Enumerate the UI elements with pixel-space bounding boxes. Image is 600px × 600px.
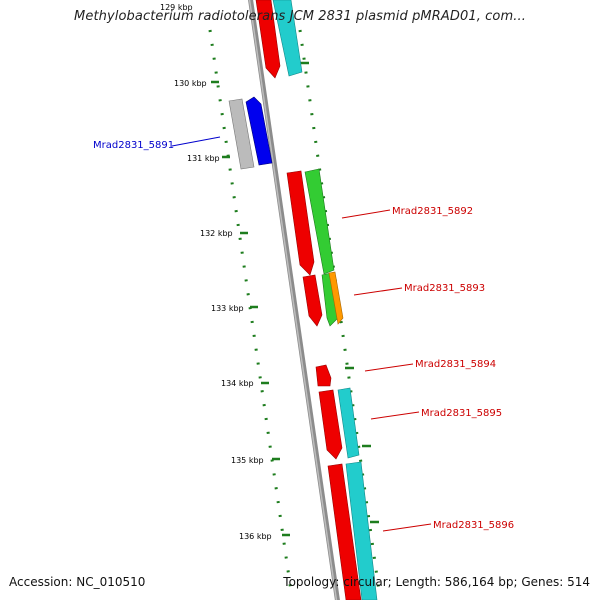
gene-label-5895[interactable]: Mrad2831_5895 (421, 408, 502, 419)
outer-ring-genes (272, 0, 378, 600)
gene-block-gray (228, 98, 255, 170)
gene-block-cyan (345, 461, 378, 600)
tick-label: 130 kbp (174, 79, 207, 88)
tick-label: 134 kbp (221, 379, 254, 388)
gene-label-5892[interactable]: Mrad2831_5892 (392, 206, 473, 217)
topology-summary: Topology: circular; Length: 586,164 bp; … (283, 575, 590, 589)
leader-line-5896 (382, 523, 432, 532)
gene-labels: Mrad2831_5891 Mrad2831_5892 Mrad2831_589… (93, 140, 514, 531)
backbone-line (248, 0, 340, 600)
gene-arrow (286, 170, 315, 276)
leader-line-5893 (353, 287, 403, 296)
ruler-ticks (211, 61, 379, 537)
gene-block-cyan (272, 0, 303, 77)
leader-line-5894 (364, 363, 414, 372)
gene-arrow (318, 389, 343, 460)
gene-arrow (255, 0, 281, 79)
inner-ring-genes (255, 0, 362, 600)
gene-label-5891[interactable]: Mrad2831_5891 (93, 140, 174, 151)
gene-label-5896[interactable]: Mrad2831_5896 (433, 520, 514, 531)
leader-line-5891 (171, 136, 221, 147)
map-title: Methylobacterium radiotolerans JCM 2831 … (74, 9, 526, 24)
ruler-tick-labels: 129 kbp 130 kbp 131 kbp 132 kbp 133 kbp … (160, 3, 272, 541)
tick-label: 133 kbp (211, 304, 244, 313)
tick-label: 136 kbp (239, 532, 272, 541)
left-genes (228, 96, 273, 170)
gene-arrow (302, 274, 323, 327)
gene-block-orange (328, 271, 344, 325)
tick-label: 131 kbp (187, 154, 220, 163)
gene-arrow (315, 364, 332, 387)
gene-arrow (327, 463, 362, 600)
leader-line-5892 (341, 209, 391, 219)
leader-line-5895 (370, 411, 420, 420)
accession-text: Accession: NC_010510 (9, 575, 146, 589)
gene-block-green (304, 168, 335, 275)
gene-block-cyan (337, 387, 360, 459)
label-leader-lines (171, 136, 432, 532)
backbone-highlight (248, 0, 338, 600)
gene-label-5893[interactable]: Mrad2831_5893 (404, 283, 485, 294)
tick-label: 135 kbp (231, 456, 264, 465)
tick-label: 129 kbp (160, 3, 193, 12)
gene-label-5894[interactable]: Mrad2831_5894 (415, 359, 496, 370)
gene-arrow-blue (245, 96, 273, 166)
tick-label: 132 kbp (200, 229, 233, 238)
